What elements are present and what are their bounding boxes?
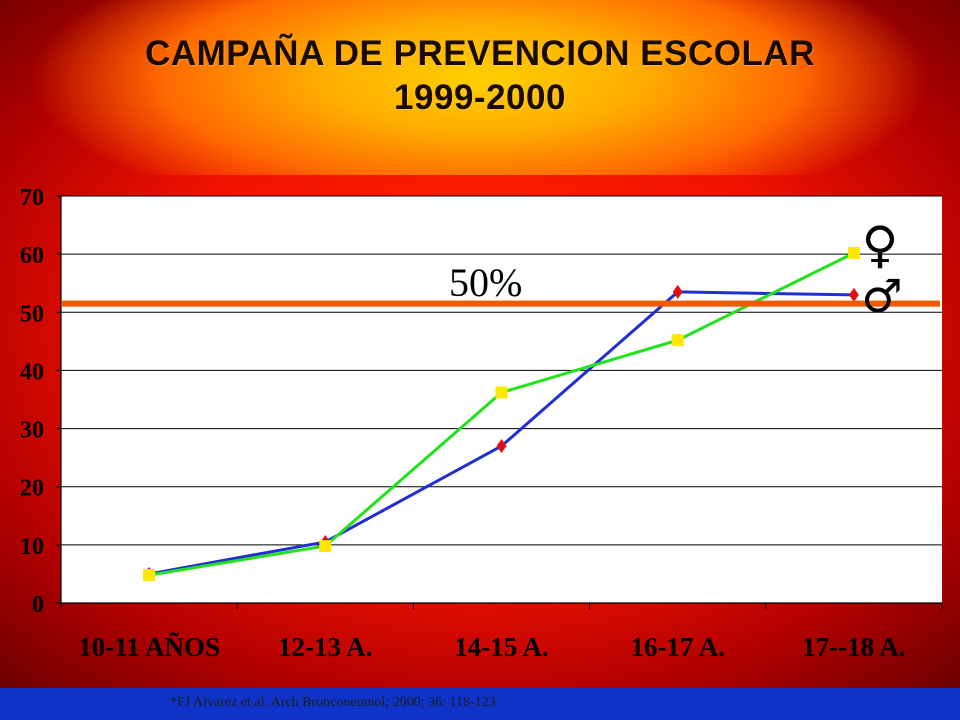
x-tick-label: 12-13 A. [278, 632, 373, 662]
legend-male-symbol: ♂ [861, 269, 902, 323]
footer-bar [0, 688, 960, 720]
data-point-square [319, 540, 332, 553]
title-line-2: 1999-2000 [394, 78, 566, 117]
title-glow [0, 0, 960, 175]
data-point-square [495, 386, 508, 399]
data-point-square [143, 569, 156, 582]
plot-area [61, 196, 942, 603]
y-tick-label: 40 [20, 359, 44, 385]
citation-text: *FJ Alvarez et al. Arch Bronconeumol; 20… [170, 695, 496, 710]
reference-line-label: 50% [449, 260, 522, 305]
y-tick-label: 20 [20, 476, 44, 502]
data-point-diamond [672, 284, 683, 299]
y-tick-label: 50 [20, 301, 44, 327]
data-point-square [671, 334, 684, 347]
data-point-square [847, 246, 860, 259]
y-tick-label: 30 [20, 418, 44, 444]
data-point-diamond [496, 439, 507, 454]
slide-title: CAMPAÑA DE PREVENCION ESCOLAR 1999-2000 [0, 32, 960, 120]
y-tick-label: 10 [20, 534, 44, 560]
title-line-1: CAMPAÑA DE PREVENCION ESCOLAR [145, 34, 815, 73]
data-point-diamond [848, 287, 859, 302]
x-tick-label: 17--18 A. [802, 632, 906, 662]
x-tick-label: 10-11 AÑOS [78, 632, 220, 662]
y-tick-label: 70 [20, 185, 44, 211]
x-tick-label: 14-15 A. [454, 632, 549, 662]
x-tick-label: 16-17 A. [630, 632, 725, 662]
y-tick-label: 60 [20, 243, 44, 269]
legend-female-symbol: ♀ [862, 216, 899, 274]
y-tick-label: 0 [32, 592, 44, 618]
